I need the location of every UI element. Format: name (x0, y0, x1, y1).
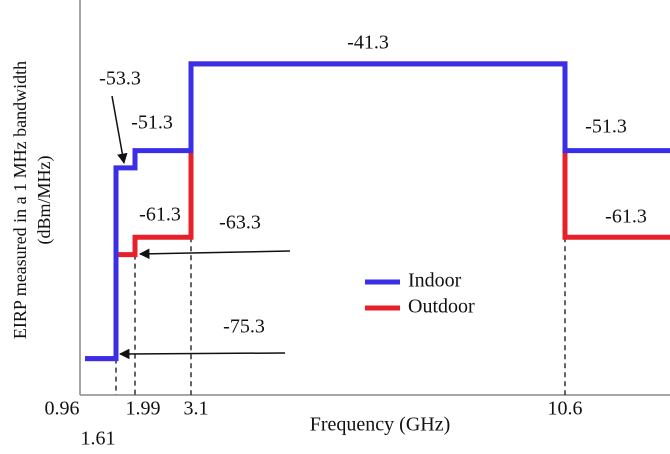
x-tick-label: 3.1 (184, 398, 209, 420)
legend-label: Outdoor (408, 296, 475, 318)
x-tick-label: 1.61 (81, 428, 116, 450)
value-label: -51.3 (131, 112, 173, 134)
annotation-arrow (112, 96, 124, 163)
x-tick-label: 1.99 (126, 398, 161, 420)
x-axis-label: Frequency (GHz) (310, 414, 451, 436)
page: {"chart_data": {"type": "step", "x_label… (0, 0, 670, 454)
annotation-arrow (120, 353, 285, 354)
y-axis-label: (dBm/MHz) (34, 156, 55, 245)
x-tick-label: 10.6 (548, 398, 583, 420)
value-label: -53.3 (99, 68, 141, 90)
value-label: -61.3 (605, 206, 647, 228)
y-axis-label: EIRP measured in a 1 MHz bandwidth (10, 61, 30, 339)
value-label: -41.3 (347, 32, 389, 54)
annotation-arrow (140, 251, 290, 254)
legend-label: Indoor (408, 270, 462, 292)
value-label: -63.3 (219, 212, 261, 234)
chart: Frequency (GHz) EIRP measured in a 1 MHz… (0, 0, 670, 454)
value-label: -75.3 (223, 316, 265, 338)
x-tick-label: 0.96 (45, 398, 80, 420)
value-label: -61.3 (139, 204, 181, 226)
value-label: -51.3 (585, 116, 627, 138)
